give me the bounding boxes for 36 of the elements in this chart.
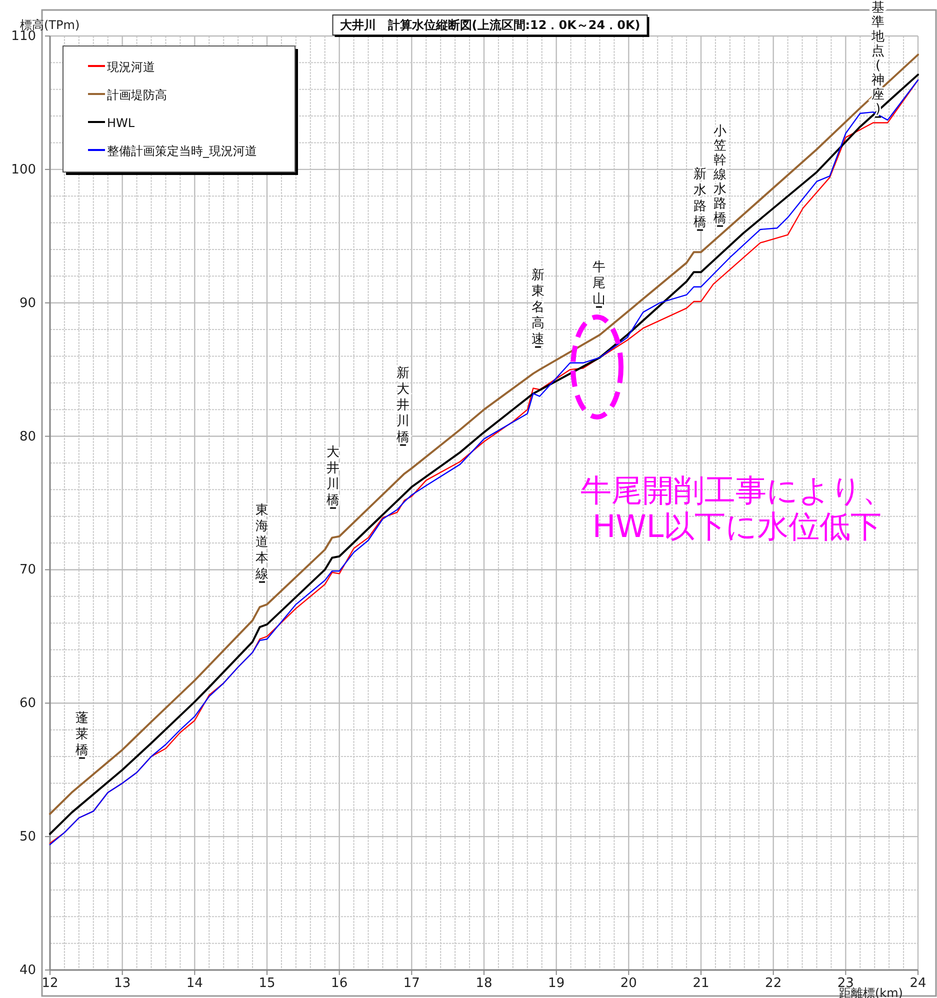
x-tick-label: 16 bbox=[331, 976, 348, 991]
annotation: 新東名高速 bbox=[532, 268, 544, 348]
x-tick-label: 17 bbox=[403, 976, 420, 991]
annotation: 牛尾山 bbox=[592, 260, 606, 308]
legend-label: 整備計画策定当時_現況河道 bbox=[107, 144, 257, 158]
legend-label: 計画堤防高 bbox=[107, 88, 167, 102]
annotation: 新大井川橋 bbox=[396, 366, 410, 446]
y-tick-label: 40 bbox=[19, 963, 36, 978]
annotation: 新水路橋 bbox=[694, 167, 706, 231]
annotation: 牛尾開削工事により、 HWL以下に水位低下 bbox=[580, 473, 894, 545]
annotation: 大井川橋 bbox=[326, 445, 340, 509]
x-tick-label: 19 bbox=[548, 976, 565, 991]
annotation: 蓬莱橋 bbox=[76, 711, 88, 759]
y-tick-label: 60 bbox=[19, 696, 36, 712]
y-tick-label: 110 bbox=[11, 29, 36, 44]
x-tick-label: 15 bbox=[258, 976, 276, 991]
y-tick-label: 100 bbox=[11, 162, 36, 178]
annotation: 小笠幹線水路橋 bbox=[714, 124, 726, 227]
chart-title: 大井川 計算水位縦断図(上流区間:12．0K～24．0K) bbox=[340, 18, 640, 32]
x-tick-label: 21 bbox=[692, 976, 710, 991]
x-tick-label: 24 bbox=[910, 976, 926, 991]
legend-label: 現況河道 bbox=[107, 60, 155, 74]
y-tick-label: 70 bbox=[19, 562, 36, 578]
x-tick-label: 22 bbox=[765, 976, 782, 991]
x-tick-label: 12 bbox=[42, 976, 58, 991]
legend-label: HWL bbox=[107, 116, 135, 130]
y-tick-label: 50 bbox=[19, 830, 36, 845]
y-tick-label: 90 bbox=[19, 296, 36, 311]
y-tick-label: 80 bbox=[19, 429, 36, 444]
x-tick-label: 13 bbox=[114, 976, 131, 991]
x-tick-label: 20 bbox=[620, 976, 637, 991]
annotation: 東海道本線 bbox=[256, 503, 268, 583]
x-tick-label: 18 bbox=[476, 976, 492, 991]
y-axis-title: 標高(TPm) bbox=[20, 18, 80, 32]
title: 大井川 計算水位縦断図(上流区間:12．0K～24．0K) bbox=[332, 14, 650, 37]
x-tick-label: 14 bbox=[186, 976, 203, 991]
